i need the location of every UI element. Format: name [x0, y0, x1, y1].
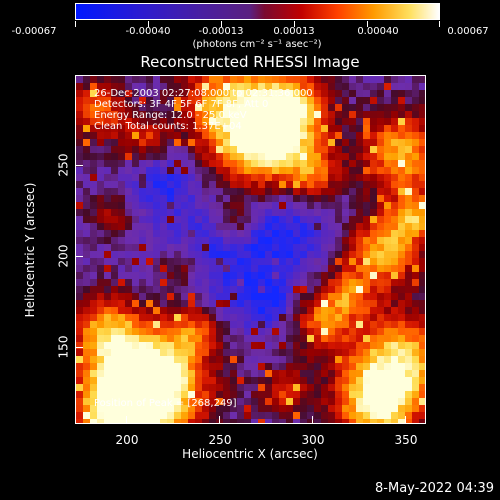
colorbar-units: (photons cm⁻² s⁻¹ asec⁻²) [192, 39, 322, 50]
x-axis-label: Heliocentric X (arcsec) [182, 447, 318, 461]
y-tick-label: 200 [56, 244, 71, 268]
image-title: Reconstructed RHESSI Image [140, 53, 360, 71]
rhessi-image [75, 75, 426, 424]
y-axis-label: Heliocentric Y (arcsec) [23, 182, 37, 318]
info-energy: Energy Range: 12.0 - 25.0 keV [94, 110, 247, 121]
x-tick-label: 350 [394, 433, 418, 447]
colorbar-tick-label: 0.00040 [357, 26, 399, 37]
colorbar-tick-label: 0.00013 [273, 26, 315, 37]
info-time: 26-Dec-2003 02:27:08.000 to 02:31:36.000 [94, 88, 313, 99]
x-tick-label: 200 [115, 433, 139, 447]
colorbar-tick-label: -0.00067 [11, 26, 57, 37]
colorbar-tick-label: -0.00040 [125, 26, 171, 37]
x-tick-label: 250 [208, 433, 232, 447]
heatmap-canvas [76, 76, 425, 423]
colorbar [75, 3, 440, 20]
info-method: Clean Total counts: 1.37E+04 [94, 121, 242, 132]
colorbar-tick-label: 0.00067 [447, 26, 489, 37]
info-detectors: Detectors: 3F 4F 5F 6F 7F 8F, Att 0 [94, 99, 269, 110]
y-tick-label: 150 [56, 335, 71, 359]
colorbar-tick-label: -0.00013 [198, 26, 244, 37]
x-tick-label: 300 [301, 433, 325, 447]
y-tick-label: 250 [56, 153, 71, 177]
footer-date: 8-May-2022 04:39 [375, 481, 494, 496]
info-peak: Position of Peak = [268,249] [94, 398, 237, 409]
